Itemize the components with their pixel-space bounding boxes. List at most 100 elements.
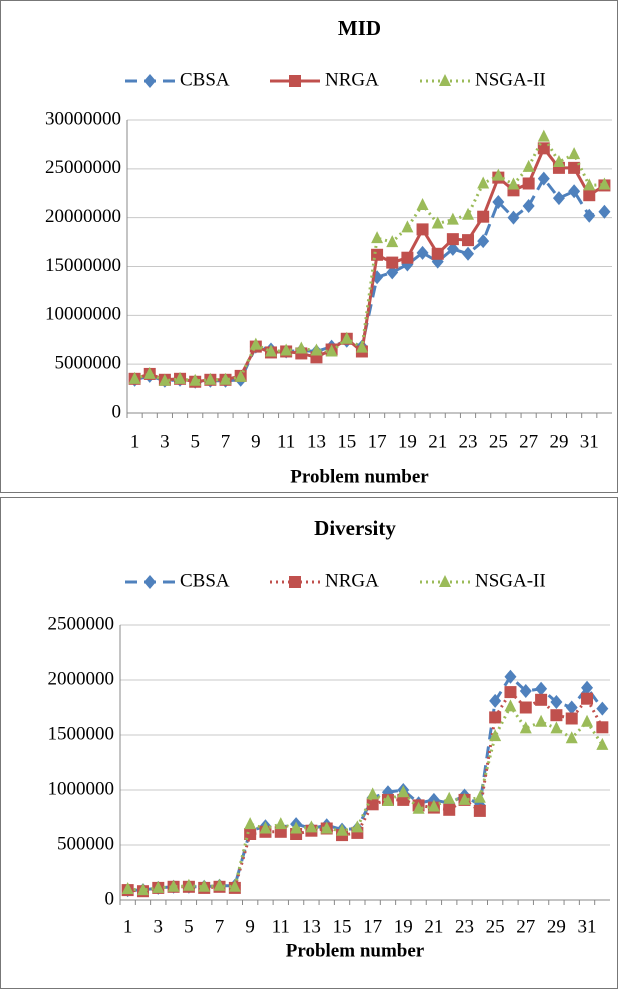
marker — [381, 794, 394, 806]
marker — [158, 373, 171, 386]
marker — [443, 791, 456, 804]
marker — [568, 161, 581, 174]
marker — [522, 159, 535, 172]
marker — [371, 231, 384, 244]
marker — [550, 721, 563, 734]
y-tick-label: 1000000 — [48, 778, 115, 799]
marker — [280, 343, 293, 356]
marker — [198, 879, 211, 892]
marker — [552, 191, 565, 206]
x-tick-label: 21 — [428, 431, 447, 452]
y-tick-label: 0 — [105, 888, 115, 909]
marker — [552, 154, 565, 167]
marker — [290, 821, 303, 834]
y-tick-label: 15000000 — [45, 255, 121, 276]
x-tick-label: 11 — [277, 431, 295, 452]
marker — [522, 198, 535, 213]
marker — [189, 373, 202, 386]
x-tick-label: 5 — [184, 916, 194, 937]
marker — [431, 216, 444, 229]
marker — [143, 366, 156, 379]
marker — [351, 820, 364, 833]
y-tick-label: 25000000 — [45, 157, 121, 178]
marker — [504, 686, 517, 699]
y-tick-label: 10000000 — [45, 304, 121, 325]
marker — [366, 798, 379, 811]
x-tick-label: 21 — [424, 916, 443, 937]
marker — [596, 737, 609, 750]
marker — [473, 790, 486, 803]
marker — [244, 817, 257, 830]
x-tick-label: 3 — [154, 916, 164, 937]
x-tick-label: 13 — [302, 916, 321, 937]
marker — [397, 785, 410, 798]
marker — [310, 343, 323, 356]
marker — [568, 147, 581, 160]
marker — [416, 223, 429, 236]
marker — [274, 817, 287, 830]
marker — [136, 883, 149, 896]
x-tick-label: 27 — [516, 916, 535, 937]
marker — [581, 714, 594, 727]
legend-label: NSGA-II — [475, 570, 546, 591]
y-tick-label: 2500000 — [48, 613, 115, 634]
marker — [477, 234, 490, 249]
marker — [565, 731, 578, 744]
marker — [462, 207, 475, 220]
marker — [568, 184, 581, 199]
x-tick-label: 3 — [160, 431, 170, 452]
marker — [583, 189, 596, 202]
marker — [416, 245, 429, 260]
marker — [446, 233, 459, 246]
marker — [431, 247, 444, 260]
marker — [535, 714, 548, 727]
marker — [596, 721, 609, 734]
marker — [355, 340, 368, 353]
x-tick-label: 7 — [221, 431, 231, 452]
marker — [537, 171, 550, 186]
marker — [366, 787, 379, 800]
x-tick-label: 9 — [251, 431, 261, 452]
marker — [446, 212, 459, 225]
legend-label: CBSA — [180, 69, 230, 90]
x-tick-label: 15 — [337, 431, 356, 452]
marker — [219, 372, 232, 385]
marker — [489, 711, 502, 724]
marker — [386, 235, 399, 248]
marker — [565, 712, 578, 725]
marker — [583, 178, 596, 191]
marker — [336, 823, 349, 836]
marker — [295, 341, 308, 354]
marker — [412, 801, 425, 814]
marker — [537, 129, 550, 142]
series-line — [134, 175, 605, 384]
marker — [550, 695, 563, 709]
y-tick-label: 500000 — [57, 833, 114, 854]
marker — [504, 699, 517, 712]
legend-label: CBSA — [180, 570, 230, 591]
marker — [462, 246, 475, 261]
marker — [535, 681, 548, 696]
marker — [386, 265, 399, 280]
marker — [204, 372, 217, 385]
marker — [492, 195, 505, 210]
marker — [439, 575, 451, 587]
y-tick-label: 20000000 — [45, 206, 121, 227]
marker — [492, 168, 505, 181]
marker — [489, 693, 502, 708]
marker — [458, 792, 471, 805]
x-tick-label: 25 — [489, 431, 508, 452]
marker — [249, 337, 262, 350]
legend-label: NRGA — [325, 69, 379, 90]
marker — [144, 74, 156, 88]
marker — [598, 204, 611, 219]
x-tick-label: 17 — [368, 431, 387, 452]
marker — [305, 820, 318, 833]
y-tick-label: 2000000 — [48, 668, 115, 689]
x-axis-title: Problem number — [286, 940, 425, 961]
x-tick-label: 11 — [272, 916, 290, 937]
marker — [535, 693, 548, 706]
marker — [244, 828, 257, 840]
x-axis-title: Problem number — [290, 466, 429, 487]
